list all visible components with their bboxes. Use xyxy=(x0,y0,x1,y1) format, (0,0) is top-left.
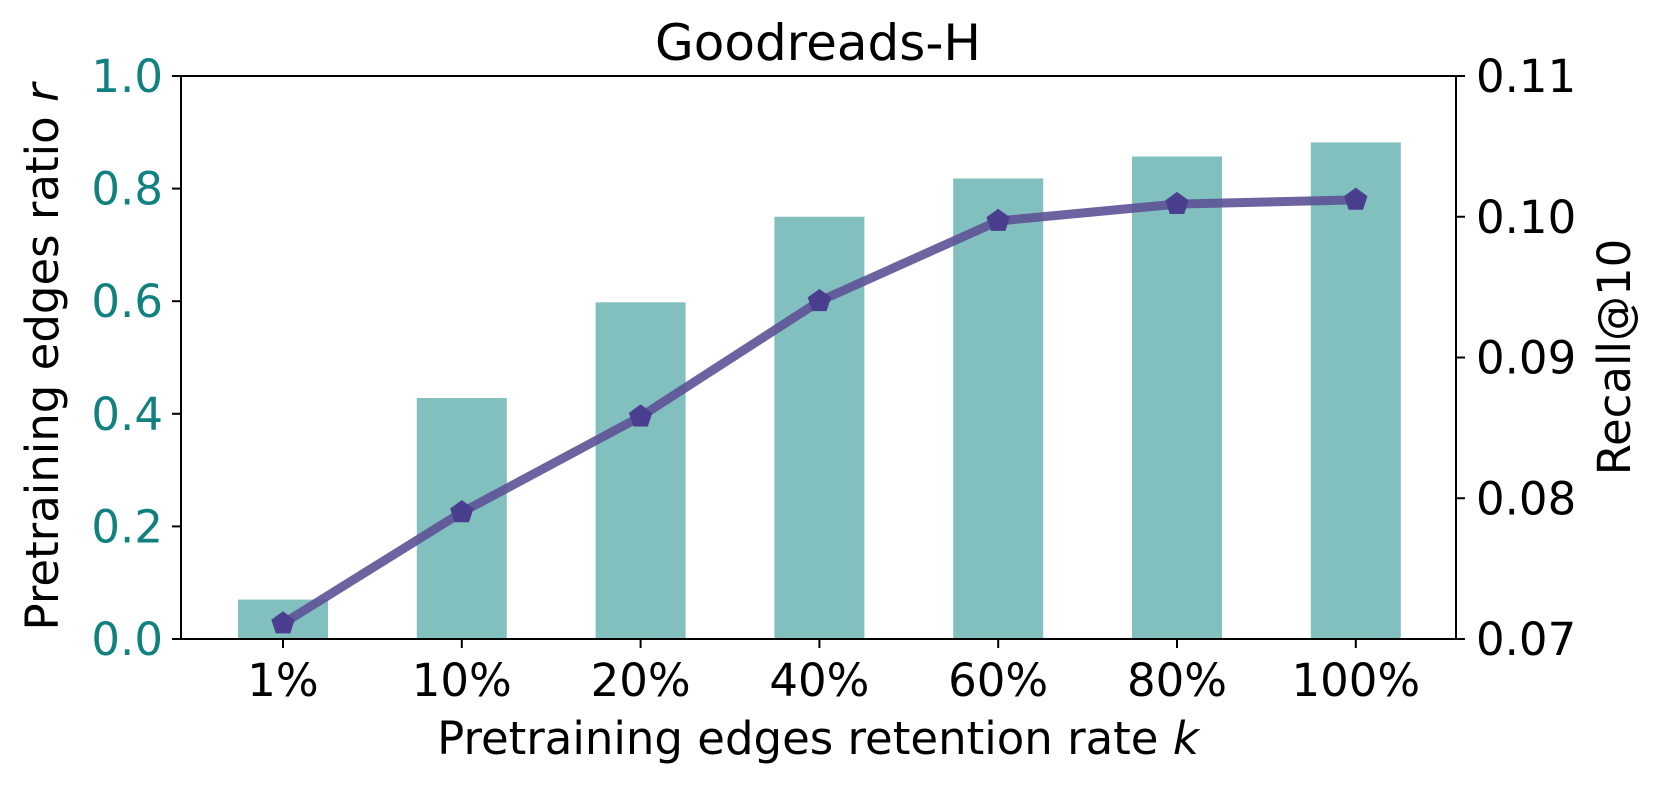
y-left-tick-label: 0.0 xyxy=(91,613,163,666)
line-point xyxy=(1344,187,1368,210)
y-left-tick-label: 0.6 xyxy=(91,275,163,328)
y-left-tick-label: 0.2 xyxy=(91,500,163,553)
y-left-tick-label: 1.0 xyxy=(91,50,163,103)
bar xyxy=(1132,156,1222,639)
x-tick-label: 40% xyxy=(769,654,869,707)
line-series xyxy=(271,187,1368,634)
bar xyxy=(953,178,1044,639)
chart-title: Goodreads-H xyxy=(655,14,981,72)
y-axis-left: 0.0 0.2 0.4 0.6 0.8 1.0 xyxy=(91,50,181,666)
y-axis-right-title: Recall@10 xyxy=(1588,239,1641,476)
x-tick-label: 60% xyxy=(948,654,1048,707)
y-left-tick-label: 0.8 xyxy=(91,163,163,216)
x-tick-label: 80% xyxy=(1127,654,1227,707)
x-tick-label: 20% xyxy=(591,654,691,707)
x-axis: 1% 10% 20% 40% 60% 80% 100% xyxy=(247,639,1420,707)
x-tick-label: 10% xyxy=(412,654,512,707)
bar xyxy=(595,302,686,639)
bar-series xyxy=(238,142,1401,639)
line-point xyxy=(450,500,474,523)
x-tick-label: 100% xyxy=(1291,654,1420,707)
line-point xyxy=(628,404,653,427)
y-right-tick-label: 0.09 xyxy=(1476,332,1576,385)
y-right-tick-label: 0.08 xyxy=(1476,472,1576,525)
y-right-tick-label: 0.11 xyxy=(1476,50,1576,103)
y-right-tick-label: 0.07 xyxy=(1476,613,1576,666)
bar xyxy=(1310,142,1401,639)
y-axis-right: 0.07 0.08 0.09 0.10 0.11 xyxy=(1456,50,1576,666)
bar xyxy=(774,216,865,639)
y-left-tick-label: 0.4 xyxy=(91,388,163,441)
x-tick-label: 1% xyxy=(247,654,318,707)
line-point xyxy=(1165,191,1189,214)
line-point xyxy=(271,611,295,634)
x-axis-title: Pretraining edges retention rate k xyxy=(437,712,1201,765)
line-point xyxy=(807,288,832,312)
line-point xyxy=(986,208,1010,231)
y-right-tick-label: 0.10 xyxy=(1476,191,1576,244)
y-axis-left-title: Pretraining edges ratio r xyxy=(16,81,69,631)
